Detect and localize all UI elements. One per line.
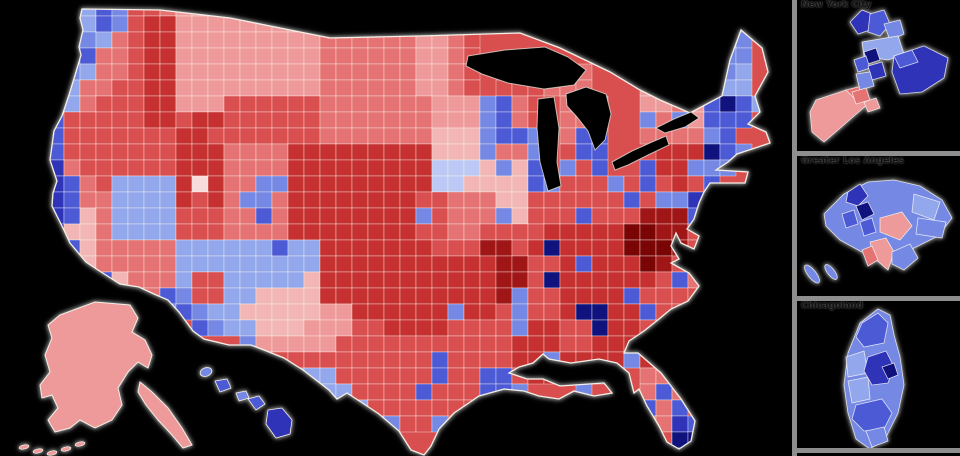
inset-label-chicagoland: Chicagoland — [801, 301, 864, 311]
national-border — [49, 8, 771, 456]
panel-divider-horizontal-1 — [797, 151, 960, 156]
hawaii-big-island — [265, 407, 293, 439]
inset-map-greater-los-angeles — [804, 179, 953, 284]
hawaii-kauai — [199, 367, 213, 377]
inset-panel-new-york-city: New York City — [798, 0, 960, 151]
hawaii-islands — [199, 367, 293, 439]
inset-label-new-york-city: New York City — [801, 0, 872, 10]
us-congressional-district-choropleth-map — [18, 8, 771, 456]
panel-divider-horizontal-3 — [797, 448, 960, 453]
panel-divider-vertical — [792, 0, 797, 456]
great-lake-1 — [536, 96, 562, 192]
inset-panel-greater-los-angeles: Greater Los Angeles — [798, 156, 960, 296]
district-mosaic — [50, 9, 769, 455]
hawaii-oahu — [214, 378, 232, 393]
inset-map-chicagoland — [843, 308, 905, 448]
great-lake-0 — [465, 46, 587, 90]
hawaii-maui — [247, 395, 266, 411]
great-lake-4 — [654, 111, 700, 134]
great-lake-2 — [565, 86, 612, 151]
great-lake-3 — [611, 135, 670, 171]
inset-label-greater-los-angeles: Greater Los Angeles — [801, 156, 904, 166]
hawaii-molokai — [235, 390, 250, 402]
lower-48-states — [49, 8, 771, 456]
panel-divider-horizontal-2 — [797, 296, 960, 301]
inset-panel-chicagoland: Chicagoland — [798, 301, 960, 448]
alaska — [18, 301, 193, 456]
inset-map-new-york-city — [809, 9, 949, 143]
